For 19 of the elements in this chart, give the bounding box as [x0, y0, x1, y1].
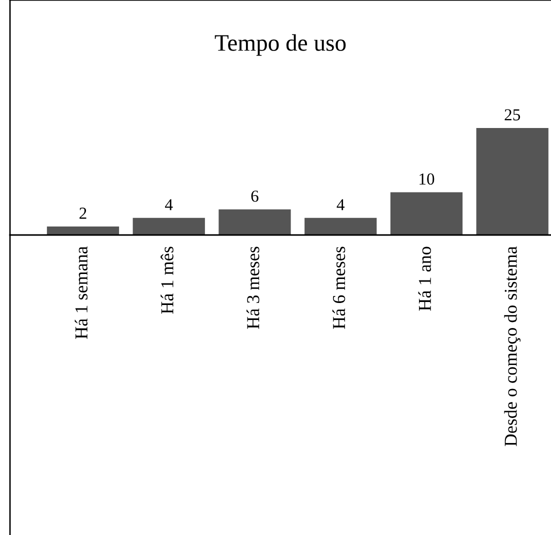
data-label: 6 — [251, 190, 258, 202]
chart-title: Tempo de uso — [214, 34, 346, 56]
bar — [476, 128, 548, 235]
data-label: 4 — [165, 199, 173, 210]
x-tick-label: Há 6 meses — [332, 246, 346, 329]
data-label: 2 — [80, 208, 86, 219]
data-label: 25 — [504, 109, 520, 120]
bar — [218, 209, 291, 235]
x-tick-label: Há 1 mês — [160, 246, 174, 314]
x-tick-label: Desde o começo do sistema — [504, 246, 521, 446]
x-tick-label: Há 1 ano — [418, 246, 432, 311]
x-tick-label: Há 3 meses — [246, 246, 260, 329]
bar — [390, 192, 463, 235]
x-tick-label: Há 1 semana — [74, 246, 88, 339]
data-label: 10 — [420, 173, 434, 185]
bar — [132, 218, 205, 235]
bar — [304, 218, 377, 235]
data-label: 4 — [336, 199, 345, 210]
bar — [46, 226, 120, 235]
